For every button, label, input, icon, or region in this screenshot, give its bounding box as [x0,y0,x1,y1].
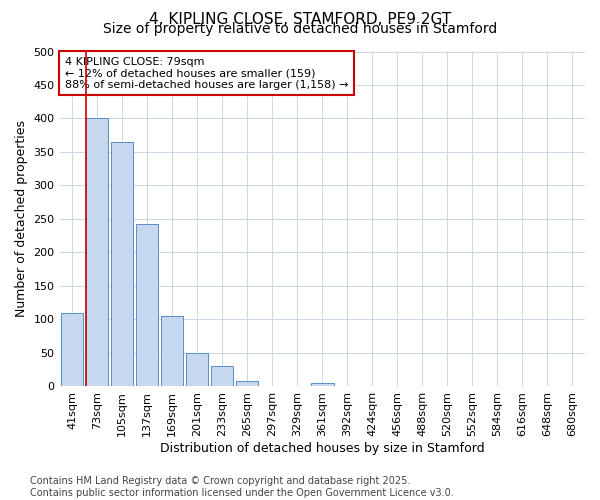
X-axis label: Distribution of detached houses by size in Stamford: Distribution of detached houses by size … [160,442,485,455]
Bar [111,142,133,386]
Bar [186,353,208,386]
Bar [161,316,184,386]
Text: 4 KIPLING CLOSE: 79sqm
← 12% of detached houses are smaller (159)
88% of semi-de: 4 KIPLING CLOSE: 79sqm ← 12% of detached… [65,56,348,90]
Y-axis label: Number of detached properties: Number of detached properties [15,120,28,318]
Bar [211,366,233,386]
Bar [236,381,259,386]
Bar [86,118,109,386]
Text: Contains HM Land Registry data © Crown copyright and database right 2025.
Contai: Contains HM Land Registry data © Crown c… [30,476,454,498]
Bar [311,383,334,386]
Text: Size of property relative to detached houses in Stamford: Size of property relative to detached ho… [103,22,497,36]
Bar [136,224,158,386]
Bar [61,313,83,386]
Text: 4, KIPLING CLOSE, STAMFORD, PE9 2GT: 4, KIPLING CLOSE, STAMFORD, PE9 2GT [149,12,451,28]
